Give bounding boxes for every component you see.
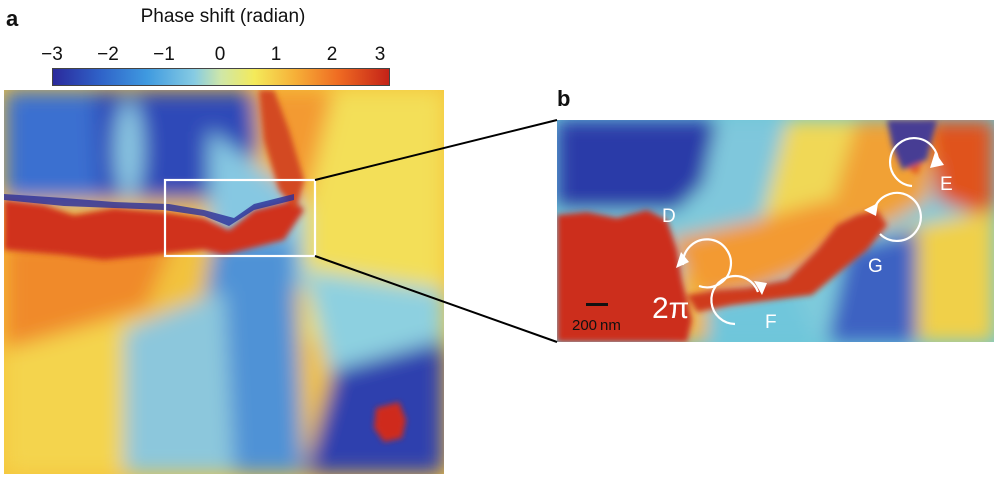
colorbar-tick: −3 [41,44,63,65]
colorbar-tick: 2 [326,44,338,65]
phase-map-b-image [557,120,994,342]
phase-map-a-image [4,90,444,474]
colorbar-tick: 0 [214,44,226,65]
colorbar-ticks: −3 −2 −1 0 1 2 3 [0,44,420,66]
colorbar-tick: −1 [153,44,175,65]
colorbar-gradient [52,68,390,86]
panel-label-a: a [6,6,19,31]
colorbar-tick: 1 [270,44,282,65]
phase-map-a [4,90,444,474]
phase-map-b [557,120,994,342]
colorbar-tick: −2 [97,44,119,65]
colorbar-title: Phase shift (radian) [140,6,306,27]
panel-label-b: b [557,86,571,111]
colorbar-tick: 3 [374,44,386,65]
